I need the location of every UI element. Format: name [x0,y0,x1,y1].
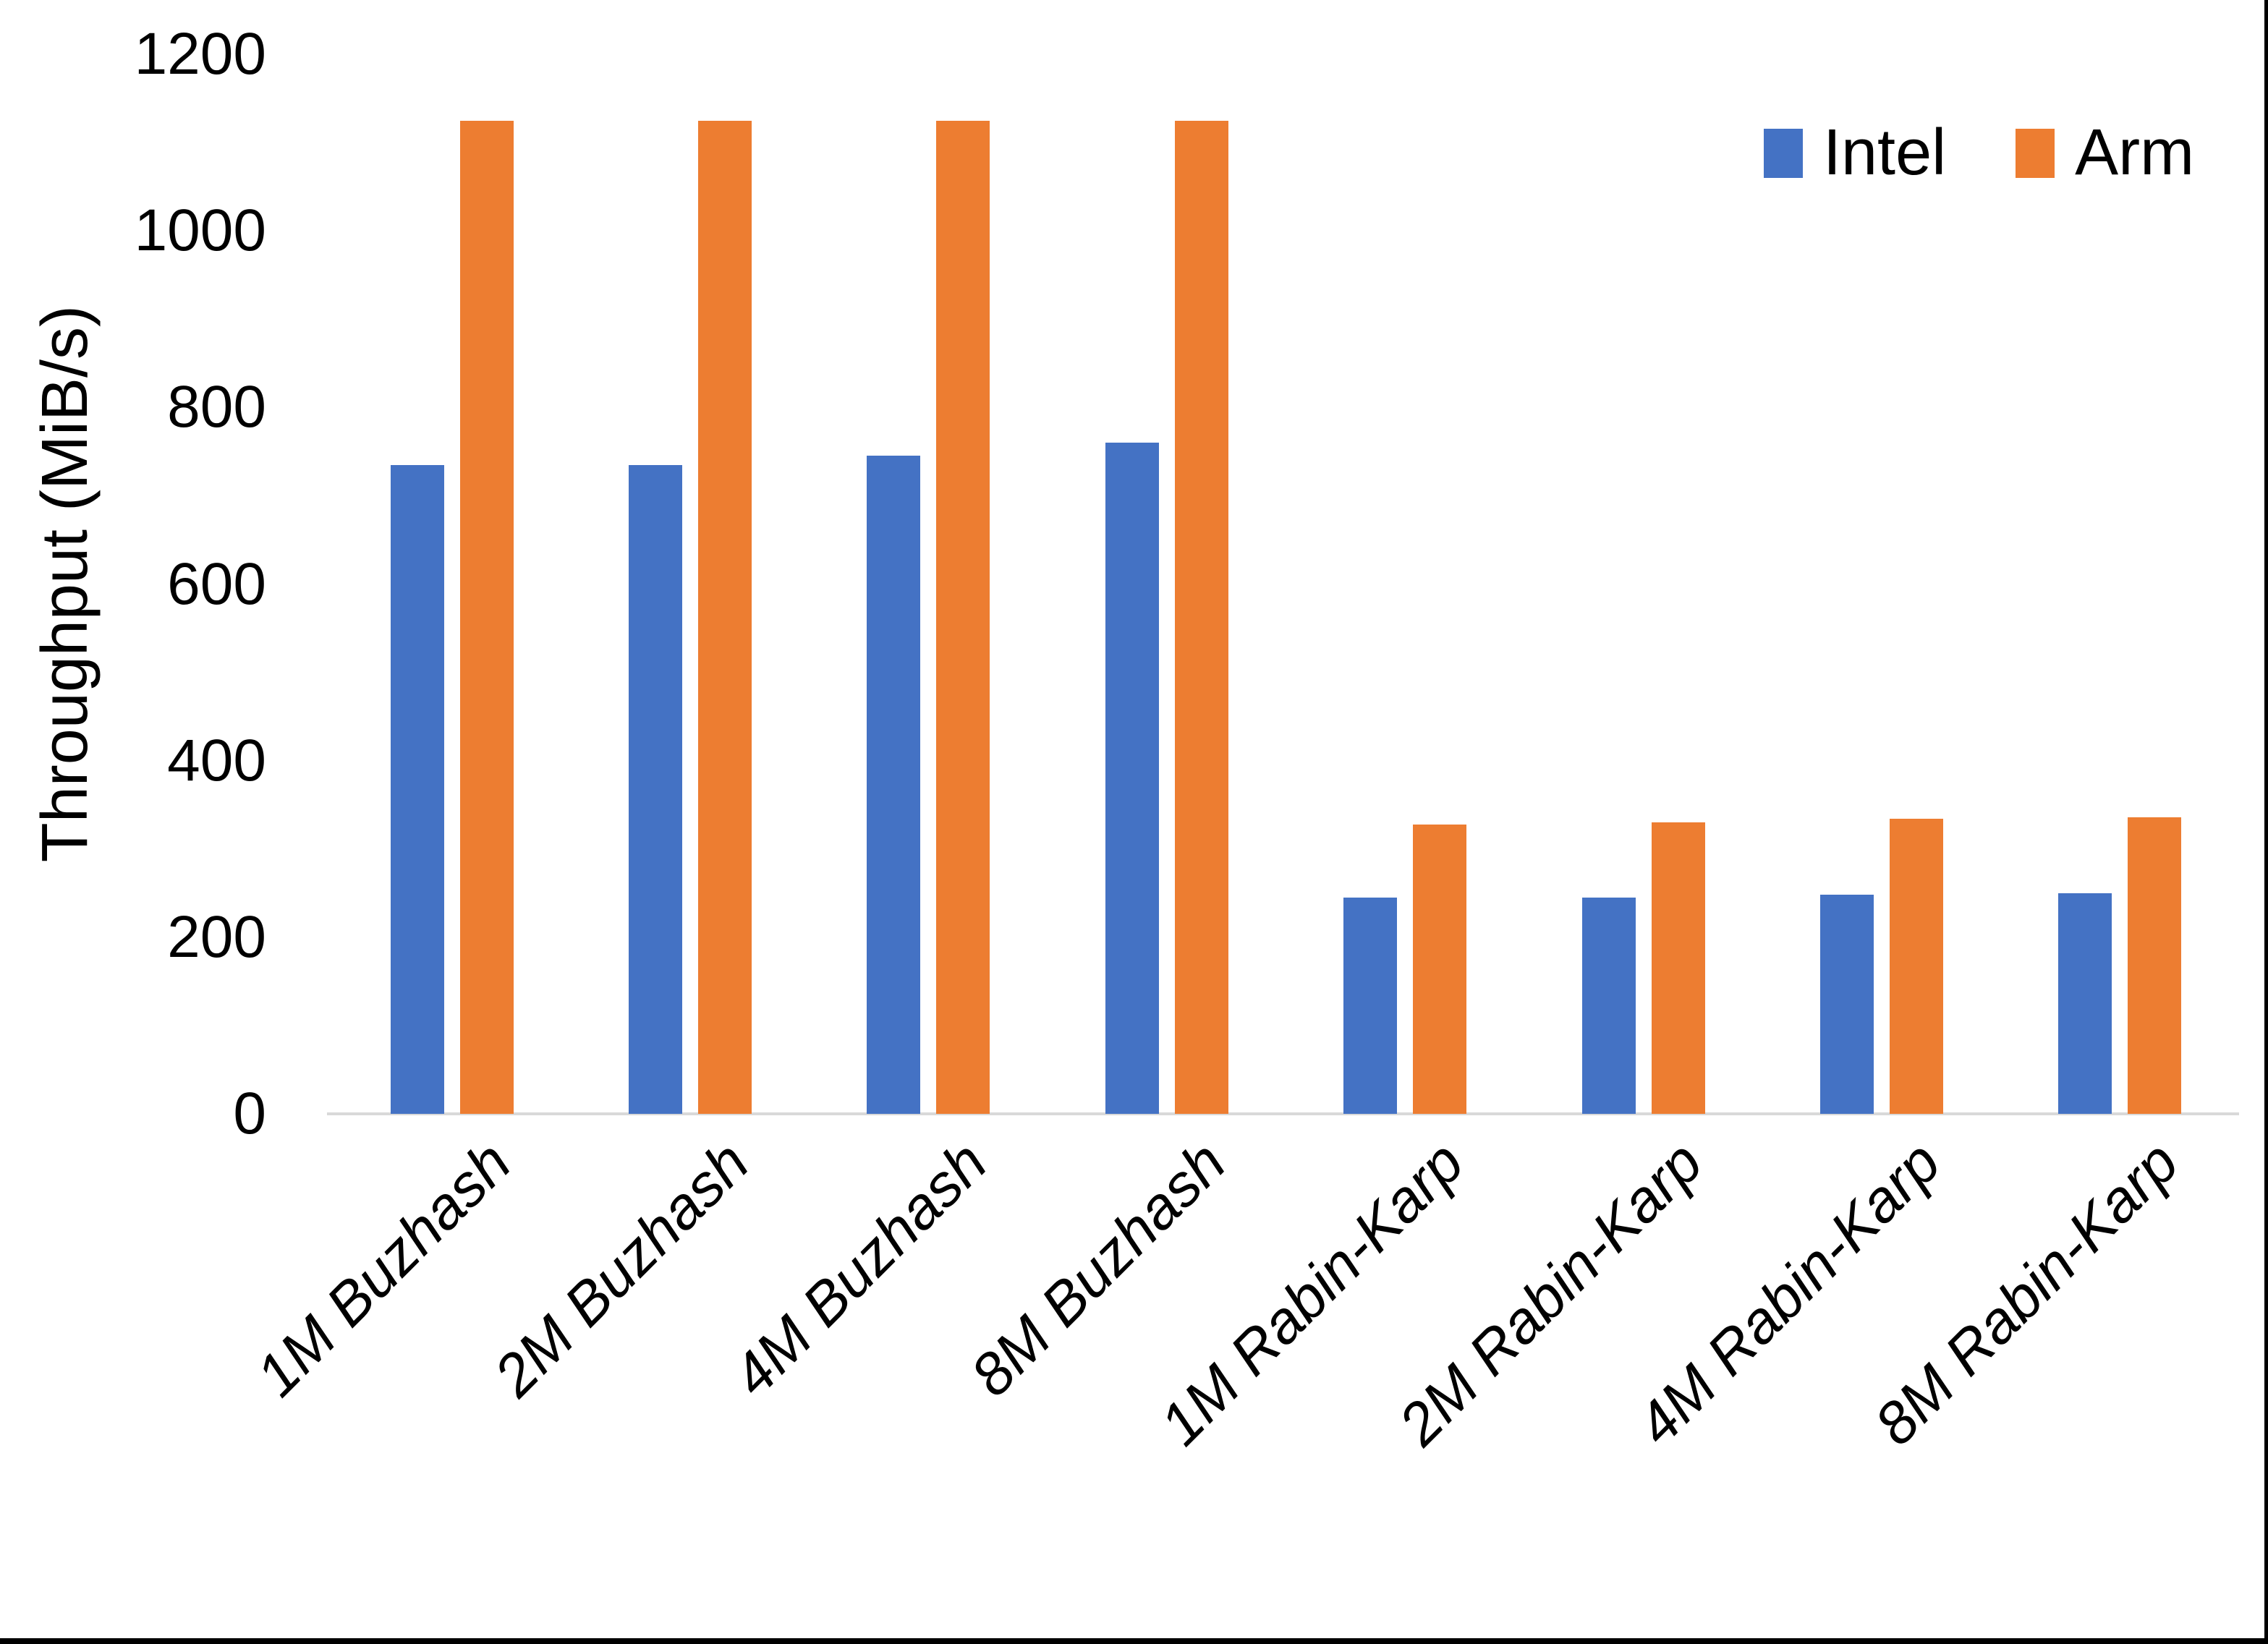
bar-arm-4m-rabin-karp [1890,819,1943,1114]
bar-intel-8m-buzhash [1105,443,1159,1114]
legend-label-arm: Arm [2075,116,2195,189]
bar-intel-4m-rabin-karp [1820,895,1874,1114]
bar-arm-2m-buzhash [698,120,752,1114]
y-tick-label-400: 400 [167,727,266,793]
x-axis-label-2m-rabin-karp: 2M Rabin-Karp [1386,1129,1715,1458]
x-axis-line [327,1112,2239,1115]
x-axis-label-1m-rabin-karp: 1M Rabin-Karp [1147,1129,1477,1458]
x-axis-label-8m-rabin-karp: 8M Rabin-Karp [1862,1129,2191,1458]
x-axis-label-2m-buzhash: 2M Buzhash [481,1129,762,1409]
bars-container [333,54,2239,1114]
plot-area [327,54,2239,1115]
bar-intel-4m-buzhash [867,456,920,1114]
y-tick-label-800: 800 [167,374,266,440]
y-tick-label-600: 600 [167,550,266,617]
legend-swatch-arm [2016,128,2055,178]
bar-arm-8m-buzhash [1175,120,1228,1114]
bar-intel-8m-rabin-karp [2058,893,2112,1114]
legend: Intel Arm [1764,116,2194,190]
bar-arm-4m-buzhash [936,120,990,1114]
legend-swatch-intel [1764,128,1803,178]
y-tick-label-1200: 1200 [134,21,266,87]
bar-arm-1m-rabin-karp [1413,824,1466,1114]
x-axis-label-1m-buzhash: 1M Buzhash [243,1129,524,1409]
y-tick-label-0: 0 [233,1081,266,1146]
legend-label-intel: Intel [1823,116,1947,189]
legend-item-arm: Arm [2016,116,2194,190]
x-axis-labels: 1M Buzhash 2M Buzhash 4M Buzhash 8M Buzhash… [244,1129,2239,1593]
bar-intel-1m-buzhash [391,464,444,1114]
legend-item-intel: Intel [1764,116,1946,190]
bar-intel-2m-buzhash [629,464,682,1114]
x-axis-label-4m-buzhash: 4M Buzhash [719,1129,1000,1409]
y-tick-label-1000: 1000 [134,197,266,264]
bar-arm-1m-buzhash [460,120,514,1114]
bar-arm-2m-rabin-karp [1652,822,1705,1114]
y-axis-ticks: 0 200 400 600 800 1000 1200 [0,25,266,1143]
bar-intel-2m-rabin-karp [1582,897,1636,1114]
bar-intel-1m-rabin-karp [1343,897,1397,1114]
x-axis-label-4m-rabin-karp: 4M Rabin-Karp [1624,1129,1953,1458]
x-axis-label-8m-buzhash: 8M Buzhash [958,1129,1239,1409]
y-tick-label-200: 200 [167,903,266,970]
bar-arm-8m-rabin-karp [2128,817,2181,1114]
